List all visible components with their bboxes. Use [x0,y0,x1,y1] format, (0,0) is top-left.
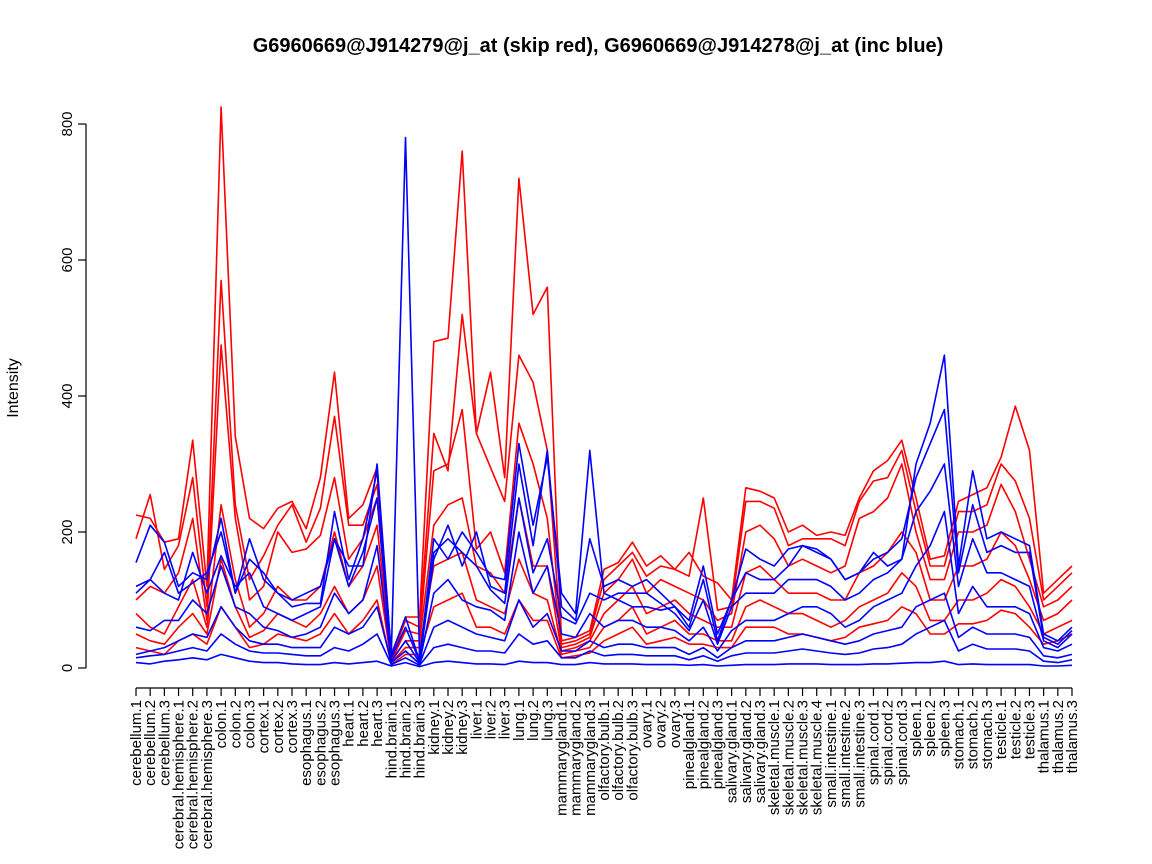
x-tick-label: skeletal.muscle.4 [809,700,826,815]
x-tick-label: thalamus.3 [1064,700,1081,773]
x-tick-label: testicle.3 [1021,700,1038,759]
x-tick-label: stomach.2 [965,700,982,769]
x-tick-label: cerebral.hemisphere.3 [199,700,216,849]
x-tick-label: pinealgland.1 [681,700,698,789]
series-line-inc-13 [135,653,1073,668]
x-tick-label: colon.1 [213,700,230,748]
series-line-inc-12 [135,619,1073,667]
series-line-inc-9 [135,463,1073,663]
x-tick-label: liver.2 [483,700,500,739]
y-axis: 0 200 400 600 800 [59,111,87,672]
x-tick-label: olfactory.bulb.3 [624,700,641,801]
x-tick-label: hind.brain.1 [383,700,400,778]
x-tick-label: small.intestine.3 [851,700,868,808]
x-tick-label: hind.brain.3 [412,700,429,778]
x-tick-label: cerebral.hemisphere.1 [171,700,188,849]
x-tick-label: cerebellum.2 [142,700,159,786]
x-tick-label: liver.3 [497,700,514,739]
x-tick-label: spinal.cord.1 [865,700,882,785]
x-tick-label: ovary.2 [653,700,670,748]
x-tick-label: pinealgland.3 [709,700,726,789]
y-tick-label: 200 [59,519,76,544]
x-tick-label: lung.1 [511,700,528,741]
series-line-skip-6 [135,592,1073,666]
x-tick-label: ovary.1 [639,700,656,748]
x-tick-label: stomach.1 [951,700,968,769]
x-tick-label: stomach.3 [979,700,996,769]
x-tick-label: lung.2 [525,700,542,741]
x-tick-label: olfactory.bulb.2 [610,700,627,801]
chart-title: G6960669@J914279@j_at (skip red), G69606… [253,35,944,57]
x-tick-label: salivary.gland.1 [724,700,741,803]
x-tick-label: esophagus.1 [298,700,315,786]
series-line-skip-1 [135,106,1073,663]
x-tick-label: esophagus.3 [327,700,344,786]
x-tick-label: kidney.3 [454,700,471,755]
x-tick-label: hind.brain.2 [397,700,414,778]
x-tick-label: olfactory.bulb.1 [596,700,613,801]
y-tick-label: 800 [59,111,76,136]
y-tick-label: 400 [59,383,76,408]
x-tick-label: ovary.3 [667,700,684,748]
x-tick-label: spinal.cord.3 [894,700,911,785]
x-tick-label: esophagus.2 [312,700,329,786]
y-tick-label: 0 [59,664,76,672]
y-tick-label: 600 [59,247,76,272]
series-line-skip-2 [135,279,1073,659]
x-tick-label: skeletal.muscle.1 [766,700,783,815]
x-tick-label: mammarygland.2 [568,700,585,816]
x-tick-label: heart.3 [369,700,386,747]
x-tick-label: testicle.2 [1007,700,1024,759]
x-tick-label: small.intestine.1 [823,700,840,808]
x-tick-label: cerebellum.3 [156,700,173,786]
x-tick-label: heart.1 [341,700,358,747]
series-layer [135,106,1073,668]
x-tick-label: spinal.cord.2 [880,700,897,785]
x-tick-label: spleen.1 [908,700,925,757]
x-tick-label: kidney.1 [426,700,443,755]
x-tick-label: liver.1 [468,700,485,739]
x-tick-label: mammarygland.1 [553,700,570,816]
x-tick-label: cortex.2 [270,700,287,753]
x-tick-label: cerebellum.1 [128,700,145,786]
x-tick-label: kidney.2 [440,700,457,755]
x-tick-label: colon.2 [227,700,244,748]
x-tick-label: skeletal.muscle.2 [780,700,797,815]
series-line-inc-11 [135,592,1073,665]
x-tick-label: spleen.3 [936,700,953,757]
x-tick-label: salivary.gland.2 [738,700,755,803]
x-tick-label: spleen.2 [922,700,939,757]
x-tick-label: pinealgland.2 [695,700,712,789]
x-axis: cerebellum.1cerebellum.2cerebellum.3cere… [128,687,1081,849]
series-line-inc-10 [135,510,1073,664]
x-tick-label: testicle.1 [993,700,1010,759]
x-tick-label: small.intestine.2 [837,700,854,808]
x-tick-label: skeletal.muscle.3 [795,700,812,815]
x-tick-label: colon.3 [241,700,258,748]
x-tick-label: cerebral.hemisphere.2 [185,700,202,849]
x-tick-label: thalamus.1 [1036,700,1053,773]
series-line-inc-7 [135,136,1073,659]
series-line-inc-8 [135,408,1073,663]
x-tick-label: heart.2 [355,700,372,747]
x-tick-label: cortex.1 [256,700,273,753]
x-tick-label: thalamus.2 [1050,700,1067,773]
x-tick-label: salivary.gland.3 [752,700,769,803]
x-tick-label: lung.3 [539,700,556,741]
y-axis-label: Intensity [5,358,22,418]
x-tick-label: cortex.3 [284,700,301,753]
x-tick-label: mammarygland.3 [582,700,599,816]
